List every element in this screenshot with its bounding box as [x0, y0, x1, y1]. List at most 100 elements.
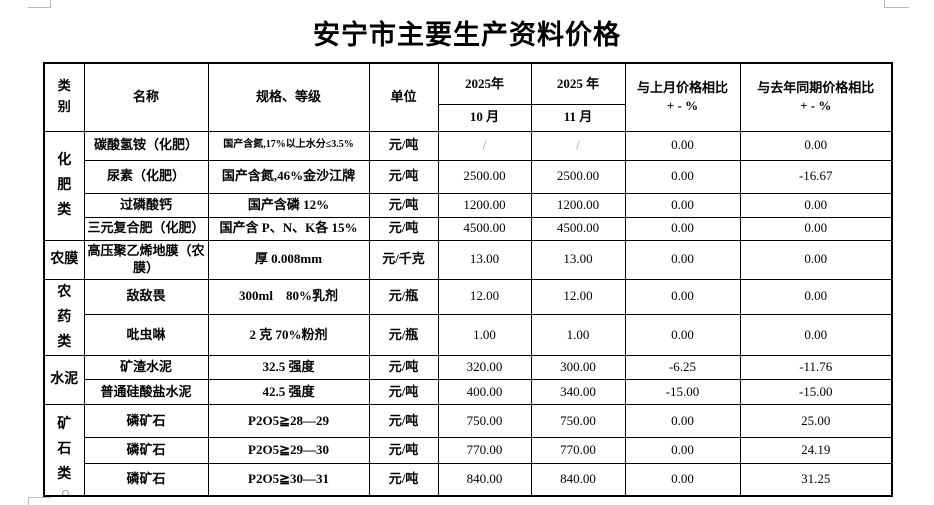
table-row: 磷矿石 P2O5≧29—30 元/吨 770.00 770.00 0.00 24.19 — [44, 437, 893, 465]
price-nov-cell: 340.00 — [530, 379, 626, 406]
mom-cell: 0.00 — [624, 404, 741, 439]
header-mom-line1: 与上月价格相比 — [636, 80, 728, 96]
table-row: 化肥类 碳酸氢铵（化肥） 国产含氮,17%以上水分≤3.5% 元/吨 //0.00 0.0… — [43, 130, 893, 241]
name-cell: 过磷酸钙 — [83, 192, 209, 218]
spec-cell: P2O5≧28—29 — [207, 404, 370, 439]
header-yoy-line2: + - % — [800, 98, 832, 114]
crop-mark-top-right — [884, 0, 909, 8]
spec-cell: 国产含 P、N、K各 15% — [207, 216, 370, 241]
price-nov-cell: 750.00 — [530, 404, 626, 439]
header-year-nov: 2025 年 — [530, 62, 626, 105]
yoy-cell: 0.00 — [739, 130, 893, 161]
price-oct-cell: 1.00 — [437, 313, 532, 357]
header-yoy: 与去年同期价格相比 + - % — [739, 62, 893, 132]
mom-cell: 0.00 — [624, 313, 741, 357]
unit-cell: 元/吨 — [368, 130, 439, 161]
header-mom-line2: + - % — [666, 98, 699, 114]
yoy-cell: 31.25 — [739, 463, 893, 497]
price-oct-cell: 840.00 — [437, 463, 532, 497]
table-row: 农膜 高压聚乙烯地膜（农膜）厚 0.008mm 元/千克 13.00 13.00 0.00… — [43, 239, 893, 280]
price-oct-cell: 12.00 — [437, 278, 532, 315]
unit-cell: 元/吨 — [368, 404, 439, 439]
yoy-cell: 24.19 — [739, 437, 893, 465]
spec-cell: 国产含磷 12% — [207, 192, 370, 218]
name-cell: 磷矿石 — [83, 463, 209, 497]
table-row: 农药类 敌敌畏 300ml 80%乳剂 元/瓶 12.00 12.00 0.00 0.00 — [43, 278, 893, 357]
unit-cell: 元/千克 — [368, 239, 439, 280]
mom-cell: 0.00 — [624, 239, 741, 280]
header-category: 类别 — [43, 62, 85, 132]
yoy-cell: 0.00 — [739, 278, 893, 315]
crop-mark-bottom-left — [28, 497, 51, 505]
name-cell: 高压聚乙烯地膜（农膜） — [83, 239, 209, 280]
price-oct-cell: 13.00 — [437, 239, 532, 280]
mom-cell: -6.25 — [624, 355, 741, 381]
table-body: 化肥类 碳酸氢铵（化肥） 国产含氮,17%以上水分≤3.5% 元/吨 //0.00 0.0… — [43, 130, 893, 497]
price-oct-cell: 2500.00 — [437, 159, 532, 194]
table-row: 磷矿石 P2O5≧30—31 元/吨 840.00 840.00 0.00 31.25 — [44, 463, 893, 497]
unit-cell: 元/吨 — [368, 216, 439, 241]
mom-cell: 0.00 — [624, 216, 741, 241]
table-row: 尿素（化肥） 国产含氮,46%金沙江牌 元/吨 2500.00 2500.00 0.00-… — [44, 159, 893, 194]
header-year-oct: 2025年 — [437, 62, 532, 105]
yoy-cell: 0.00 — [739, 313, 893, 357]
spec-cell: 厚 0.008mm — [207, 239, 370, 280]
unit-cell: 元/吨 — [368, 192, 439, 218]
header-yoy-line1: 与去年同期价格相比 — [757, 80, 875, 96]
spec-cell: 国产含氮,17%以上水分≤3.5% — [207, 130, 370, 161]
unit-cell: 元/吨 — [368, 379, 439, 406]
category-cell: 化肥类 — [43, 130, 85, 241]
name-cell: 尿素（化肥） — [83, 159, 209, 194]
price-nov-cell: 840.00 — [530, 463, 626, 497]
price-nov-cell: 1200.00 — [530, 192, 626, 218]
unit-cell: 元/吨 — [368, 159, 439, 194]
table-row: 水泥 矿渣水泥 32.5 强度 元/吨 320.00 300.00 -6.25 -11.76 — [43, 355, 893, 406]
mom-cell: 0.00 — [624, 130, 741, 161]
crop-mark-top-left — [28, 0, 51, 8]
unit-cell: 元/瓶 — [368, 278, 439, 315]
header-name: 名称 — [83, 62, 209, 132]
header-month-oct: 10 月 — [437, 103, 532, 132]
table-row: 矿石类 磷矿石 P2O5≧28—29 元/吨 750.00 750.00 0.00 25.00 — [43, 404, 893, 497]
header-spec: 规格、等级 — [207, 62, 370, 132]
table-row: 普通硅酸盐水泥 42.5 强度 元/吨 400.00 340.00 -15.00 -15.0… — [44, 379, 893, 406]
header-mom: 与上月价格相比 + - % — [624, 62, 741, 132]
table-row: 过磷酸钙 国产含磷 12% 元/吨 1200.00 1200.00 0.00 0.00 — [44, 192, 893, 218]
price-oct-cell: 770.00 — [437, 437, 532, 465]
category-cell: 水泥 — [43, 355, 85, 406]
spec-cell: 32.5 强度 — [207, 355, 370, 381]
price-nov-cell: 770.00 — [530, 437, 626, 465]
name-cell: 磷矿石 — [83, 404, 209, 439]
spec-cell: 42.5 强度 — [207, 379, 370, 406]
name-cell: 吡虫啉 — [83, 313, 209, 357]
spec-cell: 国产含氮,46%金沙江牌 — [207, 159, 370, 194]
yoy-cell: 0.00 — [739, 216, 893, 241]
table-header: 类别 名称 规格、等级 单位 2025年 2025 年 与上月价格相比 + - … — [43, 62, 893, 132]
yoy-cell: 0.00 — [739, 192, 893, 218]
mom-cell: 0.00 — [624, 463, 741, 497]
category-cell: 矿石类 — [43, 404, 85, 497]
table-row: 三元复合肥（化肥） 国产含 P、N、K各 15% 元/吨 4500.00 4500.00… — [44, 216, 893, 241]
unit-cell: 元/瓶 — [368, 313, 439, 357]
unit-cell: 元/吨 — [368, 437, 439, 465]
price-oct-cell: 1200.00 — [437, 192, 532, 218]
price-table: 类别 名称 规格、等级 单位 2025年 2025 年 与上月价格相比 + - … — [43, 62, 893, 497]
price-oct-cell: 320.00 — [437, 355, 532, 381]
table-row: 吡虫啉 2 克 70%粉剂 元/瓶 1.00 1.00 0.00 0.00 — [44, 313, 893, 357]
price-nov-cell: 300.00 — [530, 355, 626, 381]
yoy-cell: -15.00 — [739, 379, 893, 406]
name-cell: 碳酸氢铵（化肥） — [83, 130, 209, 161]
price-nov-cell: 4500.00 — [530, 216, 626, 241]
unit-cell: 元/吨 — [368, 355, 439, 381]
category-cell: 农膜 — [43, 239, 85, 280]
spec-cell: P2O5≧29—30 — [207, 437, 370, 465]
price-nov-cell: 1.00 — [530, 313, 626, 357]
price-oct-cell: 400.00 — [437, 379, 532, 406]
mom-cell: 0.00 — [624, 192, 741, 218]
price-nov-cell: 13.00 — [530, 239, 626, 280]
yoy-cell: -16.67 — [739, 159, 893, 194]
name-cell: 普通硅酸盐水泥 — [83, 379, 209, 406]
category-cell: 农药类 — [43, 278, 85, 357]
price-nov-cell: 2500.00 — [530, 159, 626, 194]
mom-cell: 0.00 — [624, 278, 741, 315]
